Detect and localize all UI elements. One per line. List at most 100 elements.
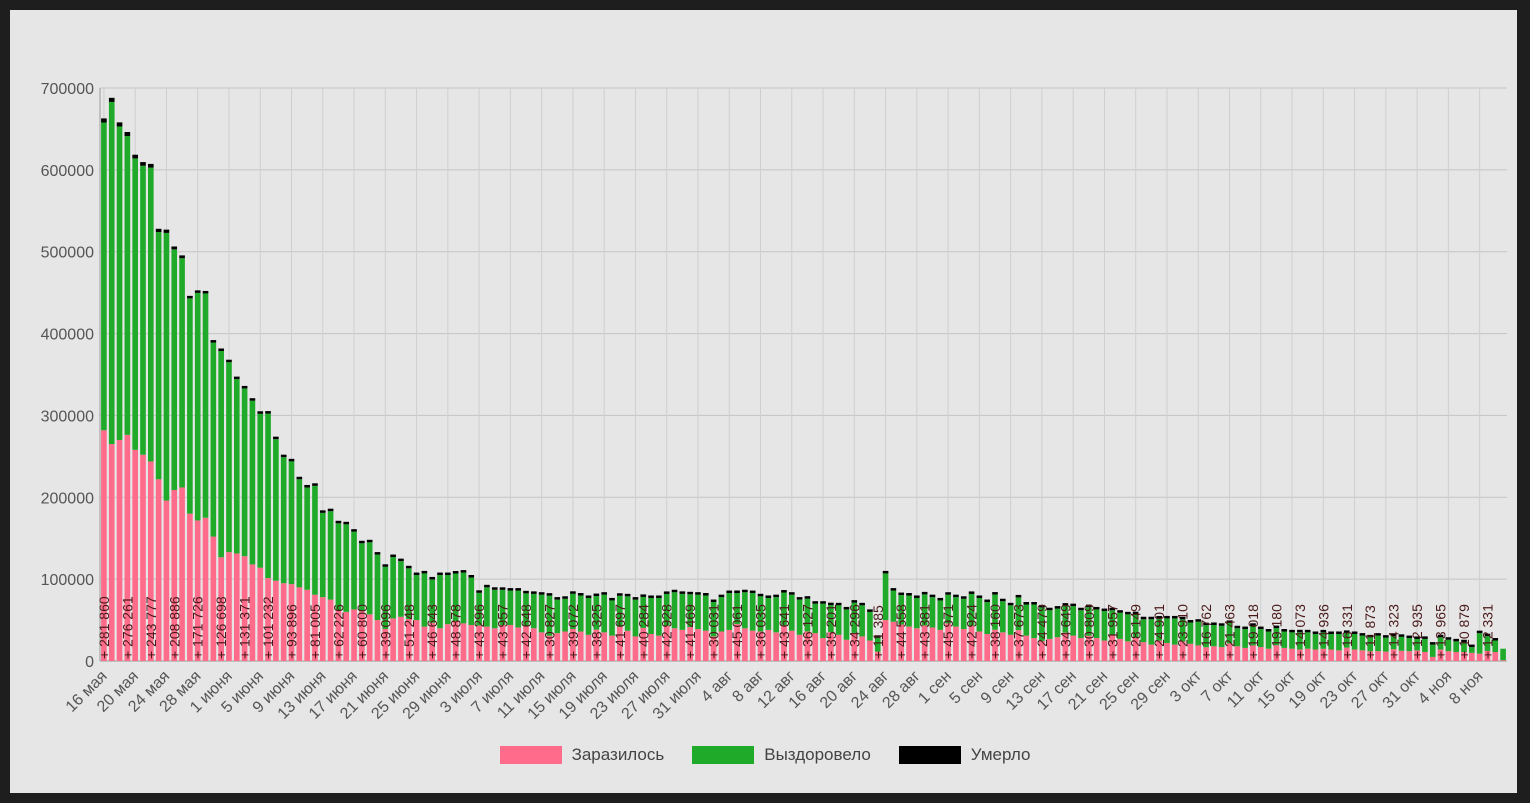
bar-recovered[interactable] xyxy=(921,594,928,626)
bar-infected[interactable] xyxy=(187,513,193,661)
bar-recovered[interactable] xyxy=(116,126,123,440)
legend-item-died[interactable]: Умерло xyxy=(898,745,1030,765)
bar-recovered[interactable] xyxy=(1328,633,1334,650)
bar-recovered[interactable] xyxy=(679,593,686,630)
bar-died[interactable] xyxy=(147,163,154,168)
bar-infected[interactable] xyxy=(273,580,279,661)
bar-died[interactable] xyxy=(1211,622,1217,625)
bar-infected[interactable] xyxy=(765,629,772,661)
bar-recovered[interactable] xyxy=(835,605,842,635)
bar-infected[interactable] xyxy=(679,629,686,661)
bar-recovered[interactable] xyxy=(570,593,576,630)
bar-recovered[interactable] xyxy=(1414,638,1420,651)
bar-died[interactable] xyxy=(1422,636,1428,639)
bar-infected[interactable] xyxy=(1031,638,1037,661)
bar-died[interactable] xyxy=(1195,619,1202,622)
bar-died[interactable] xyxy=(304,484,310,488)
bar-died[interactable] xyxy=(1062,603,1069,606)
bar-infected[interactable] xyxy=(953,626,959,661)
bar-died[interactable] xyxy=(233,376,240,380)
bar-died[interactable] xyxy=(1039,604,1045,608)
bar-recovered[interactable] xyxy=(937,600,944,630)
bar-recovered[interactable] xyxy=(296,479,303,588)
bar-died[interactable] xyxy=(1492,638,1499,641)
bar-recovered[interactable] xyxy=(577,595,584,632)
bar-recovered[interactable] xyxy=(210,342,217,537)
bar-died[interactable] xyxy=(343,521,350,525)
bar-died[interactable] xyxy=(1000,598,1006,602)
bar-infected[interactable] xyxy=(1085,635,1092,661)
bar-died[interactable] xyxy=(1031,602,1037,605)
bar-recovered[interactable] xyxy=(1273,628,1280,646)
bar-died[interactable] xyxy=(765,595,772,598)
bar-infected[interactable] xyxy=(476,625,482,661)
bar-died[interactable] xyxy=(687,591,693,595)
bar-infected[interactable] xyxy=(992,629,998,661)
bar-died[interactable] xyxy=(226,359,232,363)
bar-infected[interactable] xyxy=(1398,650,1405,661)
bar-died[interactable] xyxy=(1383,635,1389,638)
bar-recovered[interactable] xyxy=(788,594,795,631)
bar-infected[interactable] xyxy=(249,564,256,661)
bar-recovered[interactable] xyxy=(1476,633,1483,654)
bar-infected[interactable] xyxy=(460,623,467,661)
bar-died[interactable] xyxy=(1328,631,1334,634)
bar-recovered[interactable] xyxy=(1234,628,1241,647)
bar-died[interactable] xyxy=(374,552,381,555)
bar-infected[interactable] xyxy=(640,628,647,661)
bar-infected[interactable] xyxy=(312,594,318,661)
bar-recovered[interactable] xyxy=(1297,632,1303,650)
bar-infected[interactable] xyxy=(1117,638,1123,661)
bar-infected[interactable] xyxy=(179,487,185,661)
bar-recovered[interactable] xyxy=(155,232,162,480)
bar-died[interactable] xyxy=(859,602,865,606)
bar-recovered[interactable] xyxy=(828,605,834,633)
bar-infected[interactable] xyxy=(656,635,662,661)
bar-died[interactable] xyxy=(1304,629,1311,633)
bar-infected[interactable] xyxy=(1179,641,1186,661)
bar-died[interactable] xyxy=(921,591,928,595)
bar-infected[interactable] xyxy=(515,627,522,661)
bar-infected[interactable] xyxy=(390,618,396,661)
bar-infected[interactable] xyxy=(1281,647,1288,661)
bar-died[interactable] xyxy=(452,571,459,574)
bar-infected[interactable] xyxy=(890,621,897,661)
bar-died[interactable] xyxy=(179,255,185,259)
bar-infected[interactable] xyxy=(663,625,670,661)
bar-died[interactable] xyxy=(1390,633,1397,637)
bar-recovered[interactable] xyxy=(914,597,920,629)
bar-recovered[interactable] xyxy=(1461,642,1467,653)
bar-infected[interactable] xyxy=(804,631,811,661)
bar-died[interactable] xyxy=(624,593,631,597)
bar-infected[interactable] xyxy=(413,620,420,661)
bar-recovered[interactable] xyxy=(1500,648,1506,661)
bar-infected[interactable] xyxy=(898,624,905,661)
bar-infected[interactable] xyxy=(906,626,912,661)
bar-infected[interactable] xyxy=(124,434,131,661)
bar-infected[interactable] xyxy=(1187,643,1194,661)
bar-died[interactable] xyxy=(1461,639,1467,643)
bar-died[interactable] xyxy=(781,590,787,593)
bar-infected[interactable] xyxy=(1289,648,1295,661)
bar-recovered[interactable] xyxy=(288,461,295,585)
bar-died[interactable] xyxy=(1414,636,1420,639)
bar-infected[interactable] xyxy=(1195,645,1202,661)
bar-died[interactable] xyxy=(1297,629,1303,633)
bar-died[interactable] xyxy=(1273,625,1280,629)
bar-infected[interactable] xyxy=(781,625,787,661)
bar-died[interactable] xyxy=(437,572,443,576)
bar-infected[interactable] xyxy=(632,636,639,661)
bar-died[interactable] xyxy=(867,609,873,612)
bar-died[interactable] xyxy=(1015,594,1022,598)
bar-recovered[interactable] xyxy=(1453,641,1460,652)
bar-died[interactable] xyxy=(554,597,561,600)
bar-recovered[interactable] xyxy=(765,597,772,630)
bar-died[interactable] xyxy=(280,454,287,458)
bar-recovered[interactable] xyxy=(343,524,350,612)
bar-infected[interactable] xyxy=(1328,649,1334,661)
bar-recovered[interactable] xyxy=(335,523,342,611)
bar-infected[interactable] xyxy=(1383,651,1389,661)
bar-infected[interactable] xyxy=(984,633,991,661)
bar-infected[interactable] xyxy=(1234,646,1241,661)
bar-died[interactable] xyxy=(828,602,834,606)
